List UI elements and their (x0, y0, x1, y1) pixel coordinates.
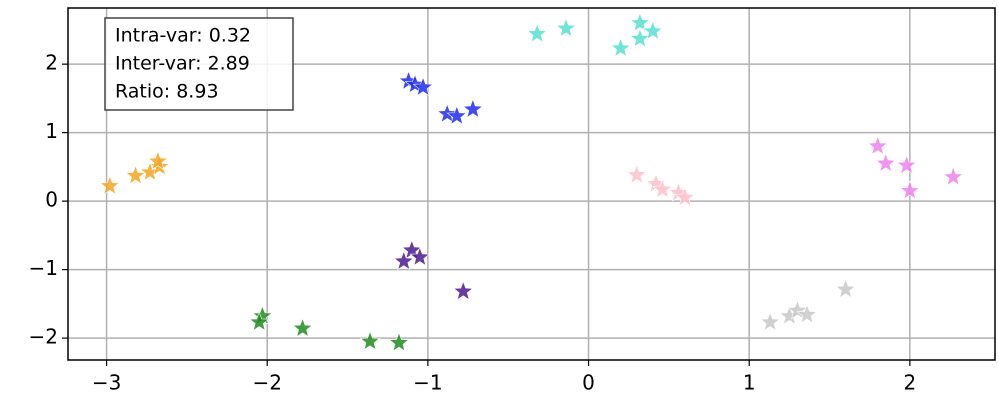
point (626, 164, 648, 184)
point (555, 17, 577, 38)
x-tick-label: −2 (252, 371, 281, 395)
point (629, 27, 651, 48)
point (835, 278, 856, 299)
point (446, 105, 468, 125)
point (796, 303, 818, 324)
y-tick-label: 0 (45, 188, 58, 212)
point (462, 98, 484, 119)
point (875, 152, 897, 173)
annotation-box (104, 17, 294, 111)
annotation-line: Inter-var: 2.89 (115, 53, 250, 75)
point (388, 332, 410, 352)
y-tick-label: −1 (29, 256, 58, 280)
point (652, 178, 673, 199)
point (526, 23, 548, 43)
point (942, 166, 964, 186)
annotation-line: Intra-var: 0.32 (115, 25, 251, 47)
point (359, 330, 381, 351)
point (867, 135, 889, 156)
point (610, 37, 632, 58)
point (896, 154, 917, 175)
point (125, 164, 146, 185)
point (409, 246, 431, 267)
point (674, 186, 696, 207)
x-tick-label: −3 (92, 371, 121, 395)
x-tick-label: −1 (413, 371, 442, 395)
point (99, 175, 121, 195)
point (787, 299, 808, 320)
y-tick-label: −2 (29, 325, 58, 349)
point (412, 76, 434, 97)
y-tick-label: 1 (45, 119, 58, 143)
point (629, 12, 651, 32)
annotation-line: Ratio: 8.93 (115, 81, 219, 103)
point (452, 280, 474, 301)
marks (99, 12, 964, 352)
point (292, 317, 313, 338)
ticks: −3 −2 −1 0 1 2 −2 −1 0 1 2 Intra-var: 0.32 Inter-var… (29, 25, 917, 395)
point (899, 179, 921, 200)
point (248, 311, 270, 332)
x-tick-label: 2 (903, 371, 916, 395)
point (759, 311, 781, 332)
point (393, 250, 415, 271)
point (147, 150, 169, 171)
point (642, 20, 664, 41)
x-tick-label: 0 (582, 371, 595, 395)
x-tick-label: 1 (743, 371, 756, 395)
plot-frame (67, 7, 996, 361)
y-tick-label: 2 (45, 51, 58, 75)
